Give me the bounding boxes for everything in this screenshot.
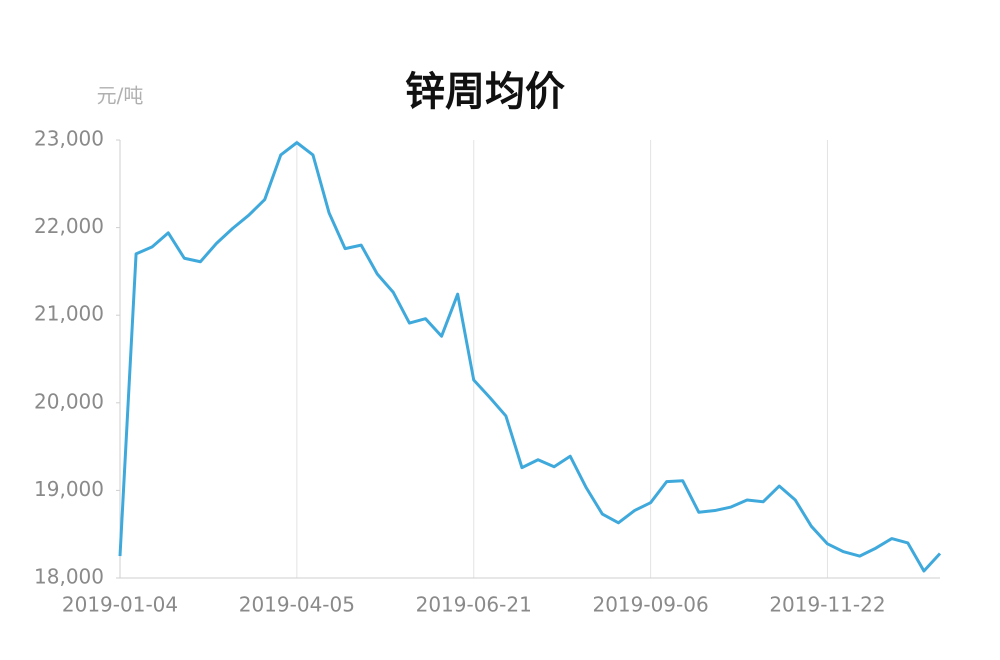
y-tick-label: 18,000 <box>34 565 104 589</box>
y-tick-label: 23,000 <box>34 127 104 151</box>
y-tick-label: 20,000 <box>34 389 104 413</box>
x-tick-label: 2019-11-22 <box>769 593 885 617</box>
y-tick-label: 22,000 <box>34 214 104 238</box>
x-tick-label: 2019-01-04 <box>62 593 178 617</box>
y-axis-unit: 元/吨 <box>97 84 144 108</box>
x-tick-label: 2019-04-05 <box>239 593 355 617</box>
y-tick-label: 19,000 <box>34 477 104 501</box>
y-tick-label: 21,000 <box>34 302 104 326</box>
line-series <box>118 141 942 573</box>
x-tick-label: 2019-06-21 <box>416 593 532 617</box>
chart-title: 锌周均价 <box>405 69 565 115</box>
x-tick-label: 2019-09-06 <box>592 593 708 617</box>
